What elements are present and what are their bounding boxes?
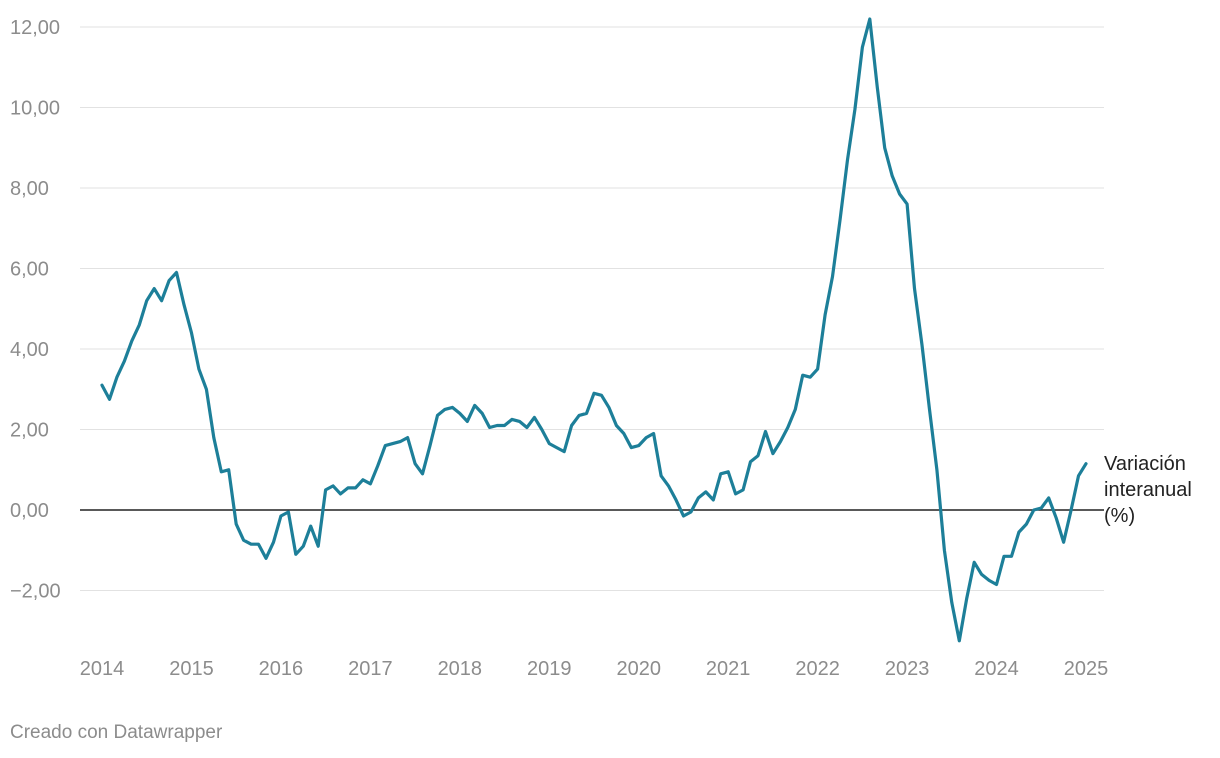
y-tick-label: 2,00 <box>10 420 49 442</box>
x-tick-label: 2021 <box>706 658 751 680</box>
x-tick-label: 2014 <box>80 658 125 680</box>
y-tick-label: 8,00 <box>10 178 49 200</box>
grid-lines <box>80 26 1104 591</box>
datawrapper-credit: Creado con Datawrapper <box>10 722 223 743</box>
x-tick-label: 2016 <box>259 658 304 680</box>
y-axis-tick-labels: 12,00 10,00 8,00 6,00 4,00 2,00 0,00 −2,00 <box>10 17 61 603</box>
x-axis-tick-labels: 2014 2015 2016 2017 2018 2019 2020 2021 2022 2023… <box>80 658 1109 680</box>
x-tick-label: 2025 <box>1064 658 1109 680</box>
series-label: Variación interanual (%) <box>1104 453 1192 527</box>
series-label-line: interanual <box>1104 479 1192 501</box>
x-tick-label: 2022 <box>795 658 840 680</box>
x-tick-label: 2018 <box>438 658 483 680</box>
x-tick-label: 2015 <box>169 658 214 680</box>
y-tick-label: 12,00 <box>10 17 60 39</box>
x-tick-label: 2019 <box>527 658 572 680</box>
series-line-variacion-interanual <box>100 17 1088 643</box>
series-label-line: Variación <box>1104 453 1186 475</box>
y-tick-label: 10,00 <box>10 98 60 120</box>
y-tick-label: 4,00 <box>10 339 49 361</box>
x-tick-label: 2020 <box>616 658 661 680</box>
y-tick-label: 0,00 <box>10 500 49 522</box>
x-tick-label: 2024 <box>974 658 1019 680</box>
y-tick-label: −2,00 <box>10 581 61 603</box>
series-label-line: (%) <box>1104 505 1135 527</box>
x-tick-label: 2017 <box>348 658 393 680</box>
y-tick-label: 6,00 <box>10 259 49 281</box>
x-tick-label: 2023 <box>885 658 930 680</box>
